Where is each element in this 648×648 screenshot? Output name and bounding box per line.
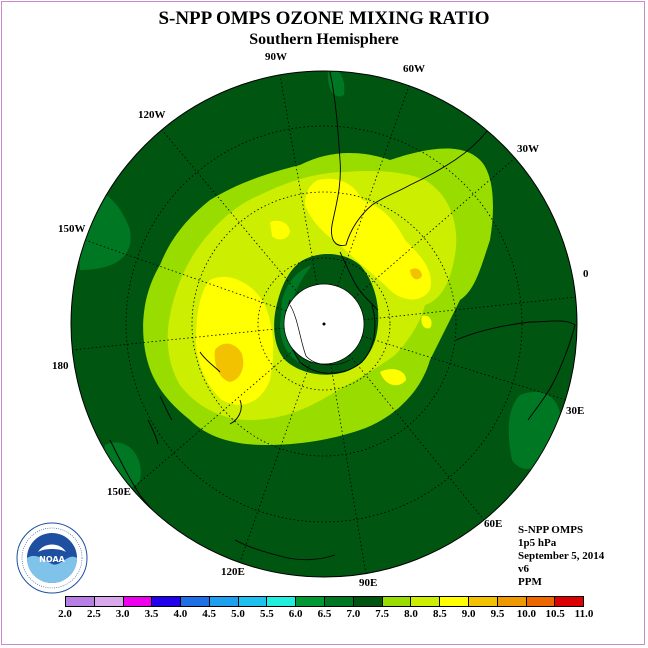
pole-coast bbox=[289, 304, 351, 366]
map-border bbox=[70, 70, 578, 578]
lon-label-180: 180 bbox=[52, 360, 69, 372]
chart-subtitle: Southern Hemisphere bbox=[249, 31, 399, 48]
colorbar-tick-label: 6.5 bbox=[317, 608, 332, 620]
africa-coast bbox=[455, 320, 576, 421]
colorbar-tick-label: 6.0 bbox=[288, 608, 303, 620]
colorbar-cell bbox=[440, 597, 469, 606]
band-8-0 bbox=[380, 369, 406, 386]
colorbar-tick-label: 2.0 bbox=[58, 608, 72, 620]
colorbar-cell bbox=[555, 597, 584, 606]
lon-label-60w: 60W bbox=[403, 63, 425, 75]
colorbar-tick-label: 5.0 bbox=[231, 608, 245, 620]
band-8-0 bbox=[195, 276, 274, 405]
colorbar-tick-label: 3.0 bbox=[115, 608, 130, 620]
band-8-0 bbox=[421, 315, 432, 329]
band-8-5 bbox=[410, 268, 422, 280]
info-block: S-NPP OMPS 1p5 hPa September 5, 2014 v6 … bbox=[518, 524, 604, 589]
colorbar bbox=[65, 596, 584, 607]
colorbar-cell bbox=[325, 597, 354, 606]
lon-label-0: 0 bbox=[583, 268, 589, 280]
info-instrument: S-NPP OMPS bbox=[518, 524, 584, 536]
lon-label-30e: 30E bbox=[566, 405, 585, 417]
colorbar-cell bbox=[411, 597, 441, 606]
lon-label-120w: 120W bbox=[138, 109, 166, 121]
lon-label-90w: 90W bbox=[265, 51, 287, 63]
colorbar-tick-label: 8.5 bbox=[432, 608, 447, 620]
colorbar-tick-label: 9.0 bbox=[461, 608, 476, 620]
lon-label-150e: 150E bbox=[107, 486, 131, 498]
lon-label-120e: 120E bbox=[221, 566, 245, 578]
lon-label-60e: 60E bbox=[484, 518, 503, 530]
colorbar-tick-label: 4.0 bbox=[173, 608, 188, 620]
colorbar-cell bbox=[181, 597, 210, 606]
colorbar-tick-label: 8.0 bbox=[404, 608, 418, 620]
south-america-coast bbox=[329, 71, 489, 246]
colorbar-cell bbox=[382, 597, 412, 606]
colorbar-tick-label: 2.5 bbox=[86, 608, 101, 620]
colorbar-tick-label: 5.5 bbox=[259, 608, 274, 620]
colorbar-tick-label: 4.5 bbox=[202, 608, 217, 620]
info-date: September 5, 2014 bbox=[518, 550, 605, 562]
antarctic-peninsula bbox=[339, 251, 379, 311]
noaa-logo: NOAA bbox=[16, 522, 88, 594]
lon-label-90e: 90E bbox=[359, 577, 378, 589]
new-zealand-coast bbox=[147, 395, 173, 445]
band-6-5 bbox=[327, 71, 345, 97]
colorbar-ticks: 2.0 2.5 3.0 3.5 4.0 4.5 5.0 5.5 6.0 6.5 7.0 7.5 8.0 8… bbox=[58, 608, 593, 622]
colorbar-cell bbox=[497, 597, 527, 606]
colorbar-tick-label: 10.5 bbox=[545, 608, 565, 620]
colorbar-tick-label: 11.0 bbox=[574, 608, 594, 620]
colorbar-cell bbox=[123, 597, 153, 606]
south-pole-marker bbox=[322, 322, 326, 326]
info-level: 1p5 hPa bbox=[518, 537, 557, 549]
colorbar-tick-label: 7.0 bbox=[346, 608, 361, 620]
colorbar-cell bbox=[238, 597, 268, 606]
colorbar-tick-label: 9.5 bbox=[490, 608, 505, 620]
colorbar-tick-label: 10.0 bbox=[516, 608, 536, 620]
band-6-5 bbox=[508, 391, 561, 469]
colorbar-cell bbox=[152, 597, 182, 606]
colorbar-tick-label: 7.5 bbox=[375, 608, 390, 620]
colorbar-cell bbox=[209, 597, 239, 606]
colorbar-tick-label: 3.5 bbox=[144, 608, 159, 620]
colorbar-cell bbox=[526, 597, 556, 606]
chart-title: S-NPP OMPS OZONE MIXING RATIO bbox=[158, 8, 490, 29]
latitude-grid bbox=[125, 125, 523, 523]
lon-label-150w: 150W bbox=[58, 223, 86, 235]
band-8-0 bbox=[270, 220, 290, 240]
noaa-logo-text: NOAA bbox=[39, 555, 65, 564]
indonesia-coast bbox=[234, 539, 336, 561]
info-version: v6 bbox=[518, 563, 529, 575]
colorbar-cell bbox=[66, 597, 95, 606]
band-8-0 bbox=[305, 178, 431, 300]
info-units: PPM bbox=[518, 576, 542, 588]
colorbar-cell bbox=[296, 597, 326, 606]
colorbar-cell bbox=[353, 597, 383, 606]
colorbar-cell bbox=[267, 597, 297, 606]
colorbar-cell bbox=[468, 597, 498, 606]
lon-label-30w: 30W bbox=[517, 143, 539, 155]
colorbar-cell bbox=[94, 597, 124, 606]
band-8-5 bbox=[214, 343, 244, 382]
